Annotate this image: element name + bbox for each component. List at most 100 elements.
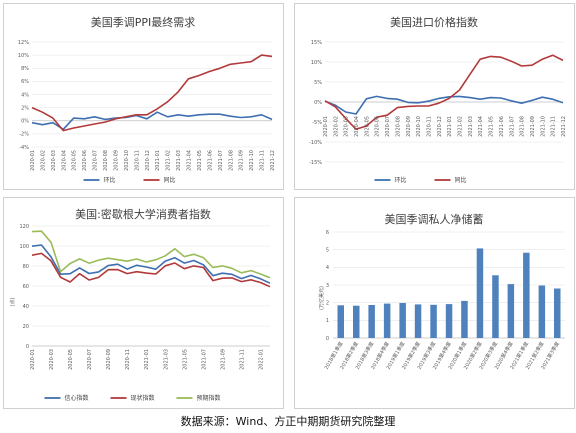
x-tick-label: 2020-03 [49, 349, 55, 370]
legend-label: 现状指数 [131, 394, 155, 402]
x-tick-label: 2021-05 [182, 349, 188, 370]
x-tick-label: 2020-09 [113, 150, 119, 171]
bar [399, 303, 406, 338]
x-tick-label: 2021-05 [197, 150, 203, 171]
bar [554, 288, 561, 338]
legend-label: 环比 [395, 176, 407, 184]
x-tick-label: 2021-01 [144, 349, 150, 370]
x-tick-label: 2020-11 [134, 150, 140, 171]
private-savings-chart: 美国季调私人净储蓄 (万亿美元) 01234562018第1季度2018第2季度… [318, 212, 565, 371]
chart-title: 美国季调PPI最终需求 [91, 15, 196, 29]
legend-label: 环比 [104, 176, 116, 184]
bar [461, 300, 468, 338]
y-tick-label: -4% [19, 145, 29, 151]
y-tick-label: 6 [326, 230, 329, 236]
x-tick-label: 2021-03 [468, 116, 474, 137]
x-tick-label: 2020-01 [30, 349, 36, 370]
x-tick-label: 2021-06 [499, 116, 505, 137]
y-tick-label: 60 [23, 284, 29, 290]
series-line [324, 95, 564, 115]
x-tick-label: 2020-02 [40, 150, 46, 171]
chart-title: 美国进口价格指数 [390, 15, 478, 29]
y-tick-label: 40 [23, 304, 29, 310]
x-tick-label: 2020-03 [344, 116, 350, 137]
y-tick-label: -10% [309, 140, 322, 146]
y-tick-label: 5% [314, 80, 322, 86]
series-line [324, 54, 564, 130]
y-axis-label: (点) [10, 298, 16, 307]
y-tick-label: 80 [23, 264, 29, 270]
y-tick-label: 120 [19, 224, 29, 230]
x-tick-label: 2021-03 [176, 150, 182, 171]
chart-panel-michigan: 美国:密歇根大学消费者指数 (点) 0 20 40 60 80 100 120 2020-01… [3, 197, 284, 409]
x-tick-label: 2020-10 [124, 150, 130, 171]
x-tick-label: 2020-01 [323, 116, 329, 137]
bar [492, 275, 499, 338]
y-tick-label: 12% [18, 40, 29, 46]
legend-label: 同比 [455, 176, 467, 184]
series-line [31, 111, 273, 131]
x-tick-label: 2020-06 [375, 116, 381, 137]
x-tick-label: 2021-09 [530, 116, 536, 137]
y-tick-label: 4% [21, 92, 29, 98]
bar [414, 304, 422, 338]
y-tick-label: 2% [21, 105, 29, 111]
y-tick-label: 4 [326, 265, 329, 271]
x-tick-label: 2021-10 [540, 116, 546, 137]
import-price-chart: 美国进口价格指数 -15% -10% -5% 0% 5% 10% 15% 2020-01 202… [309, 15, 567, 184]
x-tick-label: 2020-07 [385, 116, 391, 137]
bar [430, 304, 437, 338]
y-tick-label: 8% [21, 66, 29, 72]
x-tick-label: 2020-05 [72, 150, 78, 171]
x-tick-label: 2020-06 [82, 150, 88, 171]
y-tick-label: -15% [309, 160, 322, 166]
legend-label: 预期指数 [197, 394, 221, 402]
x-tick-label: 2020-11 [426, 116, 432, 137]
x-tick-label: 2020-09 [406, 116, 412, 137]
y-tick-label: 20 [23, 324, 29, 330]
x-tick-label: 2020-07 [93, 150, 99, 171]
y-tick-label: 0% [21, 119, 29, 125]
chart-panel-import-price: 美国进口价格指数 -15% -10% -5% 0% 5% 10% 15% 2020-01 202… [294, 3, 575, 190]
x-tick-label: 2020-04 [61, 150, 67, 171]
y-tick-label: 0 [326, 336, 329, 342]
bar [445, 304, 453, 338]
x-tick-label: 2021-03 [163, 349, 169, 370]
y-tick-label: 6% [21, 79, 29, 85]
y-tick-label: 15% [311, 40, 322, 46]
series-line [31, 244, 271, 284]
source-note: 数据来源：Wind、方正中期期货研究院整理 [180, 415, 396, 428]
ppi-chart: 美国季调PPI最终需求 -4% -2% 0% 2% 4% 6% 8% 10% 12% 2020-0… [18, 15, 276, 184]
chart-panel-ppi: 美国季调PPI最终需求 -4% -2% 0% 2% 4% 6% 8% 10% 12% 2020-0… [3, 3, 284, 190]
series-line [31, 230, 271, 279]
y-tick-label: -5% [312, 120, 322, 126]
bar [353, 305, 360, 338]
y-axis-label: (万亿美元) [318, 286, 325, 310]
y-tick-label: 100 [19, 244, 29, 250]
chart-panel-savings: 美国季调私人净储蓄 (万亿美元) 0 1 2 3 4 5 6 2018第1季度 2018第2季度… [294, 197, 575, 409]
michigan-sentiment-chart: 美国:密歇根大学消费者指数 (点) 0 20 40 60 80 100 120 2020-01… [10, 207, 271, 402]
x-tick-label: 2021-04 [187, 150, 193, 171]
legend-label: 信心指数 [65, 394, 89, 402]
x-tick-label: 2021-06 [207, 150, 213, 171]
x-tick-label: 2021-08 [520, 116, 526, 137]
series-line [31, 54, 273, 132]
legend-label: 同比 [164, 176, 176, 184]
chart-title: 美国季调私人净储蓄 [385, 212, 484, 226]
y-tick-label: 1 [326, 318, 329, 324]
x-tick-label: 2021-12 [561, 116, 567, 137]
y-tick-label: 3 [326, 283, 329, 289]
y-tick-label: 5 [326, 247, 329, 253]
bar [538, 285, 546, 338]
x-tick-label: 2021-07 [201, 349, 207, 370]
chart-title: 美国:密歇根大学消费者指数 [75, 207, 211, 221]
x-tick-label: 2021-09 [220, 349, 226, 370]
x-tick-label: 2020-02 [333, 116, 339, 137]
bar [476, 248, 484, 338]
x-tick-label: 2021-07 [218, 150, 224, 171]
x-tick-label: 2021-11 [260, 150, 266, 171]
x-tick-label: 2020-11 [125, 349, 131, 370]
x-tick-label: 2021-01 [447, 116, 453, 137]
x-tick-label: 2021-01 [155, 150, 161, 171]
x-tick-label: 2021-11 [239, 349, 245, 370]
